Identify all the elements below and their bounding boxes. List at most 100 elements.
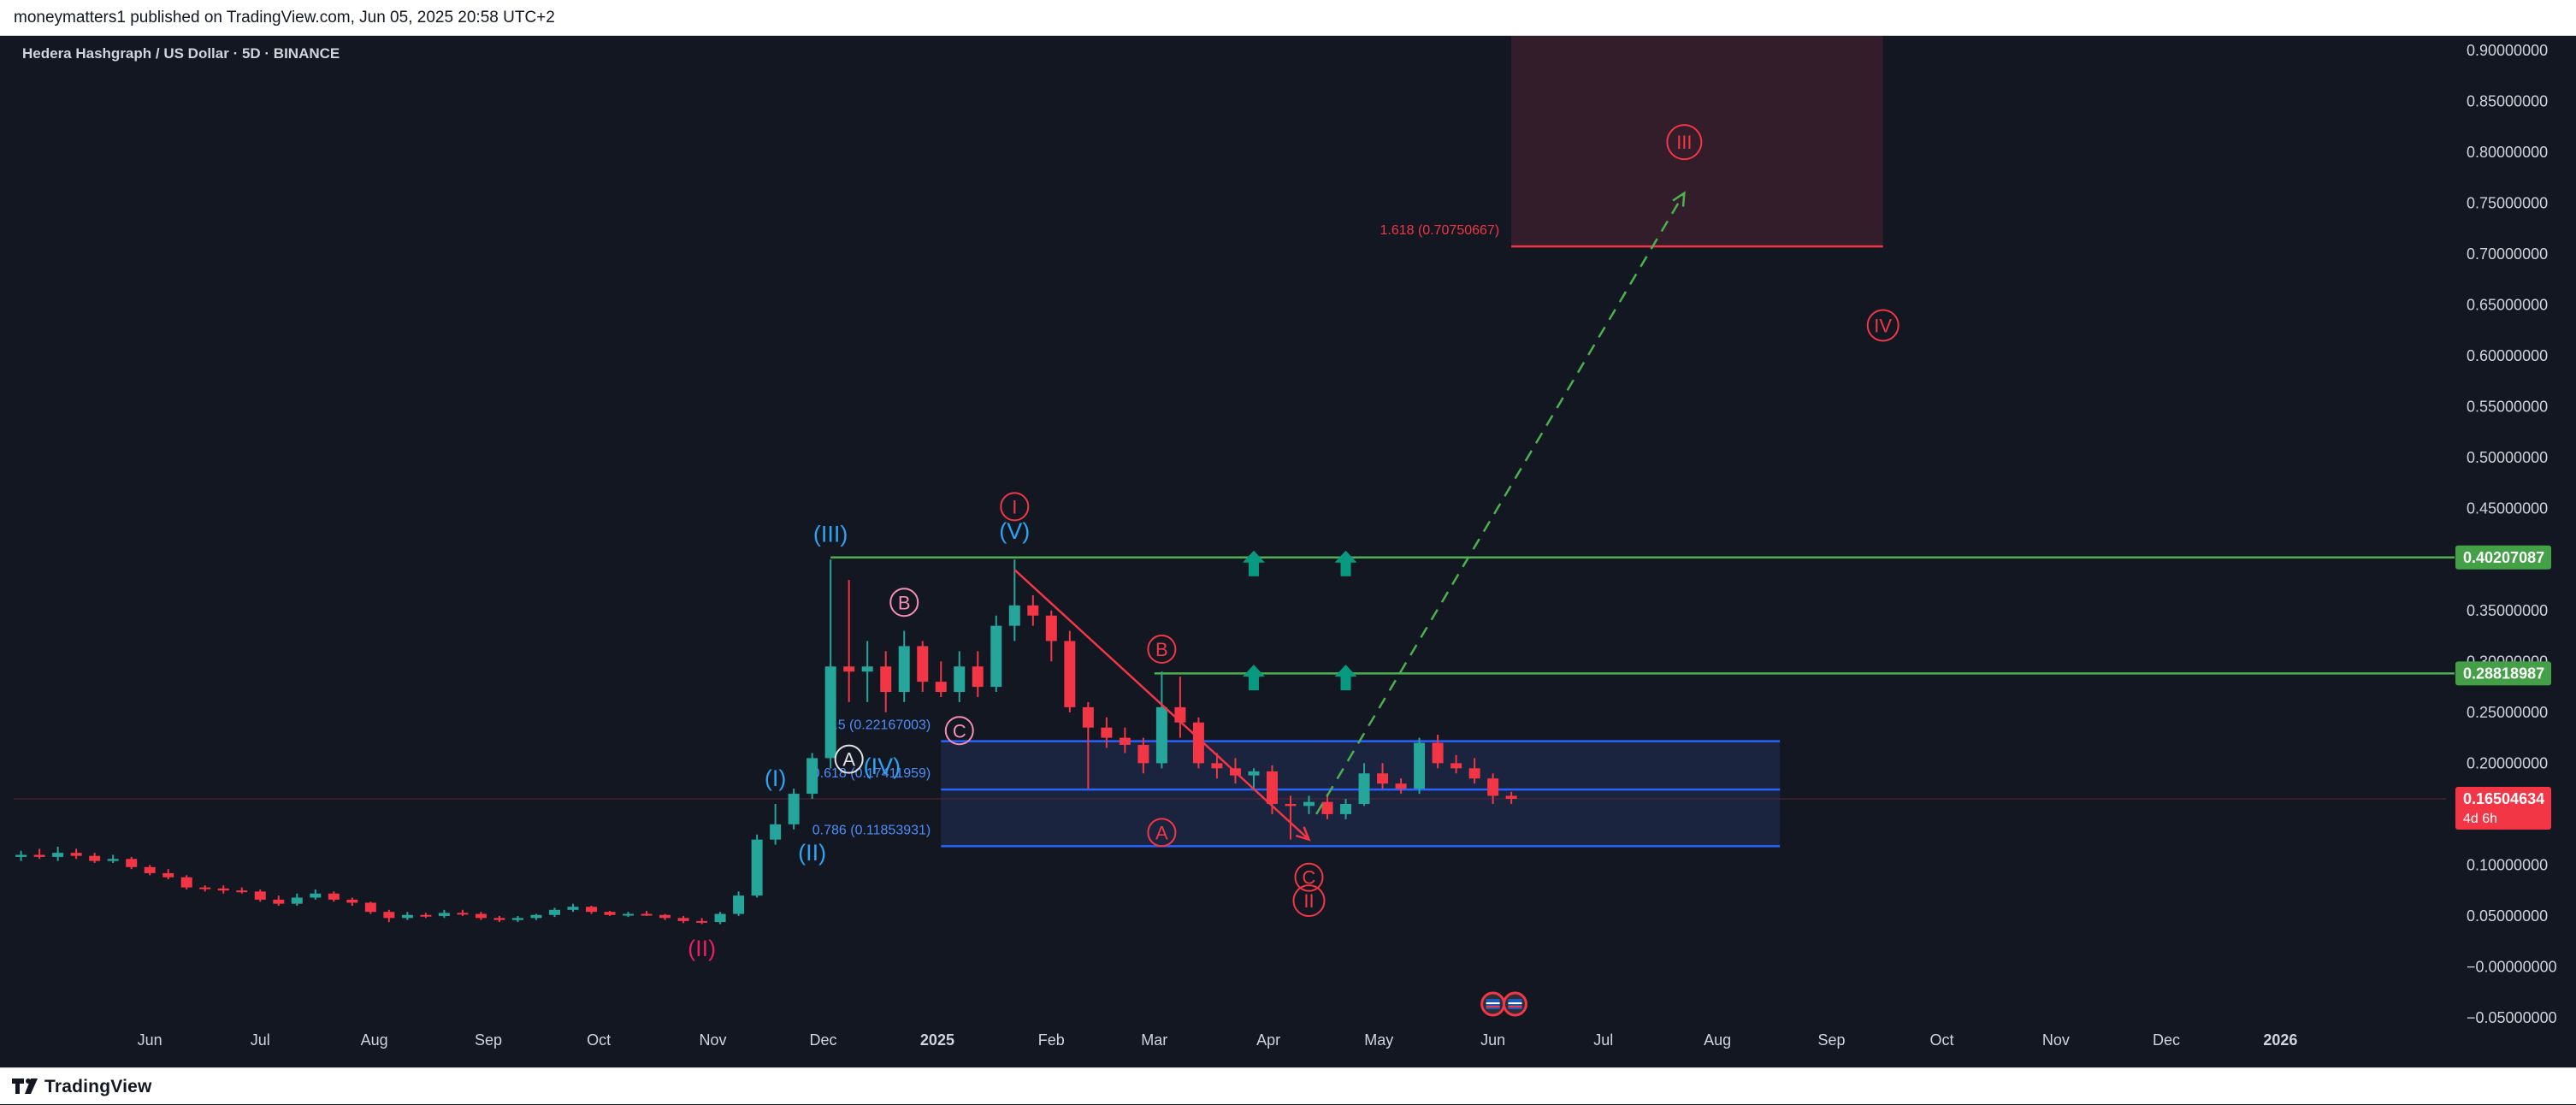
candle-body <box>733 895 745 914</box>
candle <box>696 918 708 925</box>
wave-label-text: III <box>1676 132 1692 153</box>
candle <box>824 559 836 769</box>
candle <box>199 885 211 892</box>
candle <box>1137 737 1149 774</box>
candle <box>623 912 635 918</box>
projection-arrow-line <box>1315 192 1686 815</box>
candle <box>126 856 138 870</box>
candle <box>972 651 984 697</box>
chart-background <box>0 36 2576 1067</box>
candle <box>1414 737 1426 795</box>
candle <box>1487 773 1499 804</box>
candle <box>1192 717 1204 769</box>
candle <box>1468 758 1480 784</box>
wave-label: A <box>1147 818 1177 848</box>
time-tick-label: Oct <box>1930 1031 1954 1049</box>
candle <box>1008 559 1020 641</box>
candle-body <box>401 914 413 919</box>
wave-label-circle <box>1147 635 1177 665</box>
time-tick-label: May <box>1364 1031 1393 1049</box>
candle-body <box>1285 803 1297 807</box>
wave-label: III <box>1666 124 1703 161</box>
price-axis[interactable]: 0.90000000 0.85000000 0.80000000 0.75000000… <box>2455 42 2557 1026</box>
candle <box>1119 727 1131 753</box>
wave-label: I <box>1000 492 1030 522</box>
candle-body <box>861 666 873 672</box>
wave-label-text: C <box>953 720 966 742</box>
candle <box>457 909 469 916</box>
wave-label: (V) <box>999 518 1030 544</box>
wave-label: C <box>1294 862 1324 892</box>
time-tick-label: 2025 <box>920 1031 954 1049</box>
candle <box>420 913 432 919</box>
time-tick-label: Aug <box>361 1031 388 1049</box>
projection-arrow-head <box>1672 191 1686 207</box>
time-axis[interactable]: Jun Jul Aug Sep Oct Nov Dec 2025 Feb Mar Apr May Jun… <box>138 1031 2298 1049</box>
wave-label-circle <box>1147 818 1177 848</box>
candle <box>1045 610 1057 662</box>
candle-body <box>1101 727 1113 738</box>
up-arrow-icon <box>1242 550 1265 576</box>
price-chart[interactable]: Hedera Hashgraph / US Dollar · 5D · BINA… <box>0 36 2576 1067</box>
candle-body <box>788 794 800 824</box>
candle <box>714 912 726 925</box>
candle-body <box>346 899 358 903</box>
candle-body <box>751 839 763 896</box>
candle <box>1395 778 1407 795</box>
up-arrow-icon <box>1334 665 1357 691</box>
price-badge: 0.16504634 4d 6h <box>2455 786 2551 830</box>
candle-body <box>972 666 984 688</box>
time-tick-label: Nov <box>699 1031 726 1049</box>
up-arrow-icon <box>1242 665 1265 691</box>
fib-level-label: 0.5 (0.22167003) <box>826 718 931 733</box>
candle <box>604 910 616 916</box>
wave-label: II <box>1292 884 1326 918</box>
candle-body <box>217 888 229 891</box>
candle <box>861 641 873 702</box>
wave-label-text: (I) <box>765 765 786 791</box>
trend-arrow-line <box>1013 569 1310 841</box>
candle <box>511 915 523 923</box>
candle-body <box>310 893 322 898</box>
candle <box>1027 594 1039 626</box>
candle <box>1377 763 1389 789</box>
price-tick-label: 0.20000000 <box>2467 754 2548 771</box>
wave-label: (III) <box>813 522 848 547</box>
candle-body <box>806 758 818 795</box>
time-tick-label: Apr <box>1256 1031 1280 1049</box>
candle-body <box>438 913 450 916</box>
candle-body <box>199 887 211 889</box>
candle <box>751 834 763 898</box>
target-zone <box>1511 36 1883 247</box>
candle-body <box>1395 783 1407 789</box>
candle <box>1155 671 1167 769</box>
wave-label-text: A <box>1155 822 1168 843</box>
price-tick-label: 0.85000000 <box>2467 93 2548 110</box>
candle-body <box>935 682 947 693</box>
wave-label-text: (III) <box>813 522 848 547</box>
candle-body <box>475 913 487 919</box>
time-tick-label: Jun <box>138 1031 162 1049</box>
candle-body <box>659 914 671 919</box>
candle-body <box>511 918 523 920</box>
candle <box>383 909 395 923</box>
candle <box>1211 753 1223 779</box>
price-badge-bg <box>2455 786 2551 830</box>
candle <box>364 901 376 914</box>
up-arrow-icon <box>1334 550 1357 576</box>
event-flag-icon <box>1480 991 1506 1017</box>
candle-body <box>1450 763 1462 769</box>
candle-body <box>586 907 598 913</box>
price-tick-label: −0.05000000 <box>2467 1009 2557 1026</box>
publish-header: moneymatters1 published on TradingView.c… <box>0 0 2576 36</box>
candle <box>180 875 192 889</box>
candle <box>401 912 413 920</box>
time-tick-label: Sep <box>475 1031 502 1049</box>
tradingview-logo-icon <box>12 1078 38 1094</box>
price-badge: 0.40207087 <box>2455 545 2551 570</box>
candle <box>898 630 910 702</box>
chart-area[interactable]: Hedera Hashgraph / US Dollar · 5D · BINA… <box>0 36 2576 1067</box>
wave-label-text: B <box>1155 639 1168 660</box>
candle <box>935 661 947 697</box>
wave-label: IV <box>1866 309 1900 342</box>
